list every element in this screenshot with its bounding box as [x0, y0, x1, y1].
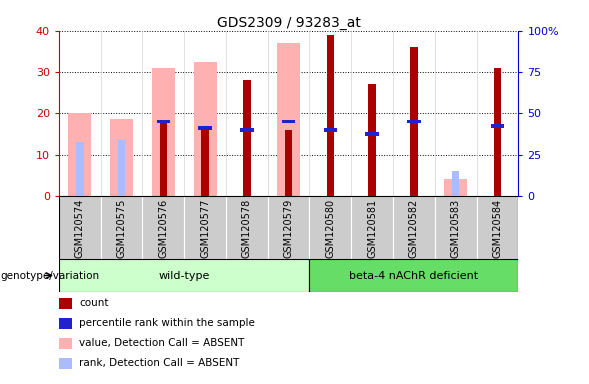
Bar [157, 120, 170, 123]
Bar [452, 171, 459, 196]
Text: count: count [79, 298, 108, 308]
Bar [76, 142, 84, 196]
Text: rank, Detection Call = ABSENT: rank, Detection Call = ABSENT [79, 358, 239, 368]
Bar [324, 128, 337, 132]
Bar [160, 121, 167, 196]
Bar [201, 128, 209, 196]
Text: GSM120581: GSM120581 [367, 199, 377, 258]
Bar [351, 196, 393, 259]
Bar [477, 196, 518, 259]
Bar [407, 120, 421, 123]
Text: beta-4 nAChR deficient: beta-4 nAChR deficient [349, 270, 478, 281]
Text: GSM120575: GSM120575 [117, 199, 127, 258]
Bar [184, 196, 226, 259]
Bar [277, 43, 300, 196]
Bar [368, 84, 376, 196]
Text: GSM120582: GSM120582 [409, 199, 419, 258]
Text: GSM120576: GSM120576 [158, 199, 168, 258]
Text: GSM120583: GSM120583 [451, 199, 461, 258]
Bar [59, 196, 101, 259]
Title: GDS2309 / 93283_at: GDS2309 / 93283_at [217, 16, 360, 30]
Bar [491, 124, 504, 127]
Bar [243, 80, 250, 196]
Bar [110, 119, 133, 196]
Bar [268, 196, 309, 259]
Bar [118, 140, 125, 196]
Bar [101, 196, 143, 259]
Text: GSM120574: GSM120574 [75, 199, 85, 258]
Bar [410, 47, 418, 196]
Bar [198, 126, 212, 129]
Bar [393, 196, 435, 259]
Bar [494, 68, 501, 196]
Bar [152, 68, 175, 196]
Bar [285, 130, 292, 196]
Text: genotype/variation: genotype/variation [1, 270, 100, 281]
Bar [59, 259, 309, 292]
Bar [226, 196, 268, 259]
Bar [282, 120, 295, 123]
Bar [194, 62, 217, 196]
Bar [240, 128, 253, 132]
Bar [68, 113, 91, 196]
Bar [365, 132, 379, 136]
Text: value, Detection Call = ABSENT: value, Detection Call = ABSENT [79, 338, 244, 348]
Bar [309, 259, 518, 292]
Bar [309, 196, 351, 259]
Text: GSM120577: GSM120577 [200, 199, 210, 258]
Bar [201, 130, 209, 196]
Bar [435, 196, 477, 259]
Bar [327, 35, 334, 196]
Text: GSM120578: GSM120578 [242, 199, 252, 258]
Text: wild-type: wild-type [158, 270, 210, 281]
Text: GSM120580: GSM120580 [325, 199, 335, 258]
Text: GSM120584: GSM120584 [492, 199, 502, 258]
Text: GSM120579: GSM120579 [284, 199, 293, 258]
Bar [444, 179, 467, 196]
Bar [160, 121, 167, 196]
Text: percentile rank within the sample: percentile rank within the sample [79, 318, 255, 328]
Bar [143, 196, 184, 259]
